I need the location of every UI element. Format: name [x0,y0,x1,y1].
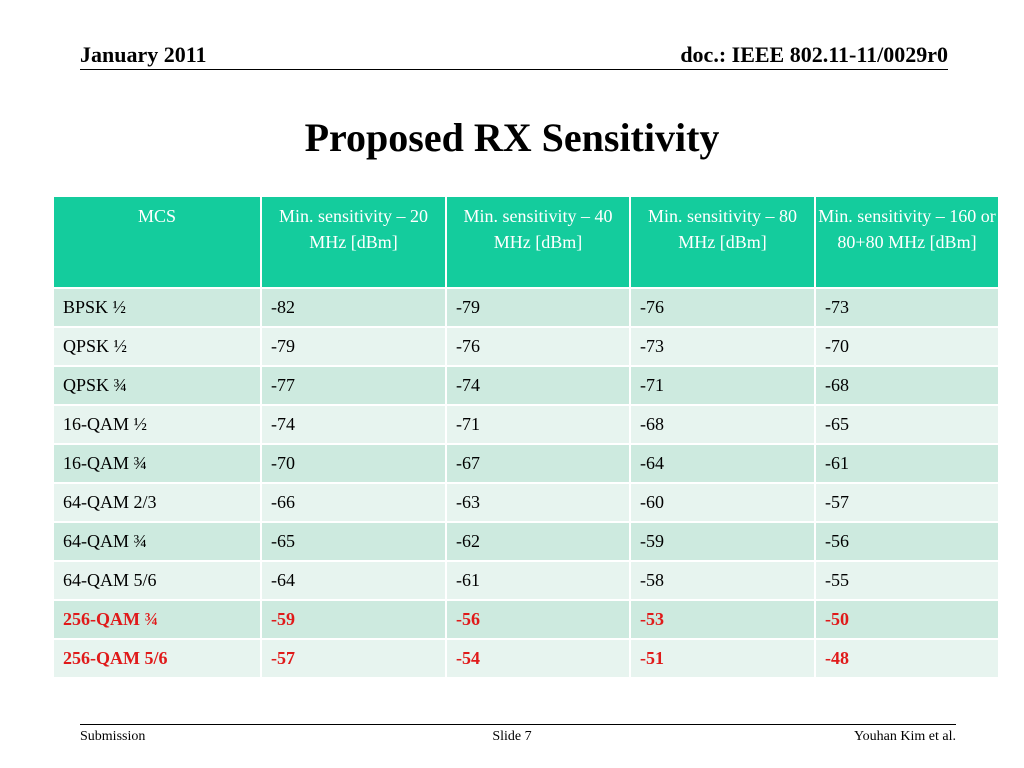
cell-20mhz: -57 [260,638,447,679]
cell-mcs: 64-QAM 5/6 [52,560,262,601]
cell-20mhz: -70 [260,443,447,484]
cell-20mhz: -65 [260,521,447,562]
column-header-20mhz: Min. sensitivity – 20 MHz [dBm] [260,195,447,289]
header-date: January 2011 [80,42,207,67]
cell-mcs: QPSK ½ [52,326,262,367]
cell-40mhz: -74 [445,365,631,406]
table-row: QPSK ¾ -77 -74 -71 -68 [52,365,1000,406]
column-header-mcs: MCS [52,195,262,289]
cell-40mhz: -56 [445,599,631,640]
cell-160mhz: -48 [814,638,1000,679]
table-row: 16-QAM ¾ -70 -67 -64 -61 [52,443,1000,484]
cell-160mhz: -70 [814,326,1000,367]
cell-80mhz: -60 [629,482,816,523]
table-row: QPSK ½ -79 -76 -73 -70 [52,326,1000,367]
cell-20mhz: -79 [260,326,447,367]
cell-mcs: 16-QAM ¾ [52,443,262,484]
cell-20mhz: -59 [260,599,447,640]
cell-160mhz: -68 [814,365,1000,406]
cell-80mhz: -68 [629,404,816,445]
table-header-row: MCS Min. sensitivity – 20 MHz [dBm] Min.… [52,195,1000,289]
table-row: 64-QAM ¾ -65 -62 -59 -56 [52,521,1000,562]
table-row: 64-QAM 5/6 -64 -61 -58 -55 [52,560,1000,601]
cell-160mhz: -55 [814,560,1000,601]
cell-20mhz: -74 [260,404,447,445]
cell-20mhz: -82 [260,287,447,328]
cell-20mhz: -66 [260,482,447,523]
header-doc-id: doc.: IEEE 802.11-11/0029r0 [680,42,948,67]
sensitivity-table: MCS Min. sensitivity – 20 MHz [dBm] Min.… [52,195,1000,679]
cell-80mhz: -64 [629,443,816,484]
cell-40mhz: -71 [445,404,631,445]
cell-80mhz: -51 [629,638,816,679]
cell-20mhz: -64 [260,560,447,601]
cell-80mhz: -59 [629,521,816,562]
table-row: 256-QAM ¾ -59 -56 -53 -50 [52,599,1000,640]
cell-40mhz: -67 [445,443,631,484]
cell-40mhz: -61 [445,560,631,601]
cell-mcs: QPSK ¾ [52,365,262,406]
cell-80mhz: -76 [629,287,816,328]
cell-160mhz: -73 [814,287,1000,328]
cell-160mhz: -56 [814,521,1000,562]
cell-mcs: 256-QAM ¾ [52,599,262,640]
table-row: 64-QAM 2/3 -66 -63 -60 -57 [52,482,1000,523]
footer-slide-number: Slide 7 [492,729,532,744]
footer-divider [80,724,956,725]
footer-authors: Youhan Kim et al. [853,729,956,744]
column-header-40mhz: Min. sensitivity – 40 MHz [dBm] [445,195,631,289]
footer-submission: Submission [80,729,146,744]
cell-20mhz: -77 [260,365,447,406]
cell-40mhz: -62 [445,521,631,562]
sensitivity-table-container: MCS Min. sensitivity – 20 MHz [dBm] Min.… [52,195,1000,679]
table-row: 16-QAM ½ -74 -71 -68 -65 [52,404,1000,445]
cell-80mhz: -71 [629,365,816,406]
cell-mcs: BPSK ½ [52,287,262,328]
cell-80mhz: -58 [629,560,816,601]
cell-mcs: 16-QAM ½ [52,404,262,445]
header-divider [80,69,948,70]
table-row: BPSK ½ -82 -79 -76 -73 [52,287,1000,328]
cell-160mhz: -65 [814,404,1000,445]
cell-mcs: 64-QAM ¾ [52,521,262,562]
cell-mcs: 256-QAM 5/6 [52,638,262,679]
column-header-80mhz: Min. sensitivity – 80 MHz [dBm] [629,195,816,289]
cell-80mhz: -73 [629,326,816,367]
cell-160mhz: -57 [814,482,1000,523]
cell-mcs: 64-QAM 2/3 [52,482,262,523]
cell-80mhz: -53 [629,599,816,640]
cell-40mhz: -63 [445,482,631,523]
cell-40mhz: -54 [445,638,631,679]
slide-title: Proposed RX Sensitivity [304,115,720,160]
cell-40mhz: -79 [445,287,631,328]
cell-160mhz: -61 [814,443,1000,484]
table-body: BPSK ½ -82 -79 -76 -73 QPSK ½ -79 -76 -73 -70 QPSK… [52,287,1000,679]
cell-160mhz: -50 [814,599,1000,640]
column-header-160mhz: Min. sensitivity – 160 or 80+80 MHz [dBm… [814,195,1000,289]
cell-40mhz: -76 [445,326,631,367]
table-row: 256-QAM 5/6 -57 -54 -51 -48 [52,638,1000,679]
